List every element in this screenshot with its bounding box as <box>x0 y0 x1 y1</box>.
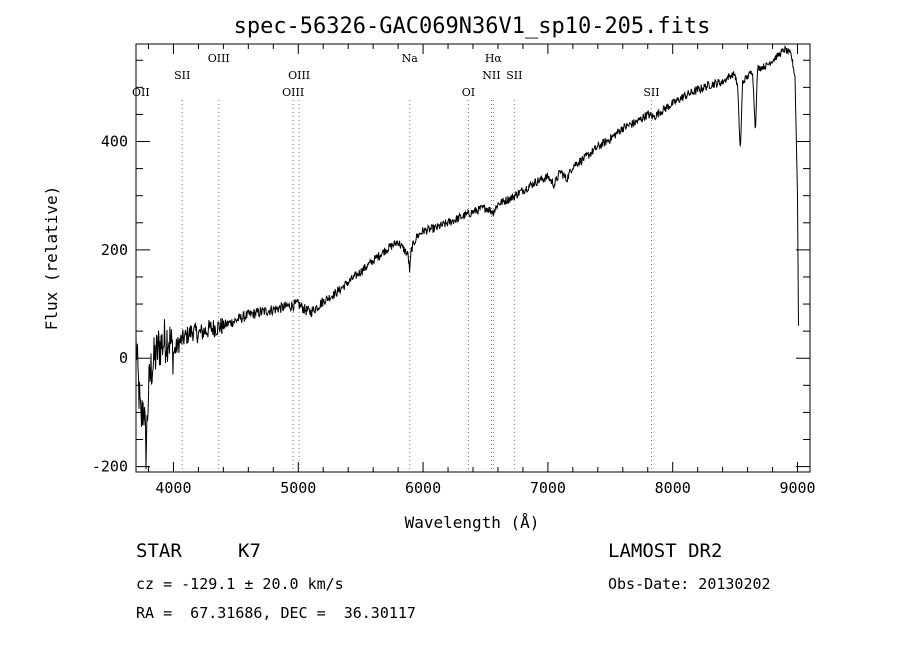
emission-line-label: OI <box>462 86 475 99</box>
emission-line-guides <box>181 100 652 472</box>
major-ticks <box>136 44 810 472</box>
y-tick-label: -200 <box>92 458 128 476</box>
survey-name: LAMOST DR2 <box>608 540 722 562</box>
chart-title: spec-56326-GAC069N36V1_sp10-205.fits <box>234 14 711 39</box>
object-subclass-text: K7 <box>238 540 261 562</box>
emission-line-label: Na <box>402 52 419 65</box>
x-tick-label: 4000 <box>155 479 191 497</box>
object-class: STAR <box>136 540 182 562</box>
object-class-text: STAR <box>136 540 182 562</box>
x-tick-labels: 4000 5000 6000 7000 8000 9000 <box>155 479 815 497</box>
x-tick-label: 9000 <box>779 479 815 497</box>
coordinates-text: RA = 67.31686, DEC = 36.30117 <box>136 604 416 622</box>
obs-date-readout: Obs-Date: 20130202 <box>608 575 771 593</box>
obs-date-text: Obs-Date: 20130202 <box>608 575 771 593</box>
plot-frame <box>135 43 811 473</box>
x-tick-label: 8000 <box>655 479 691 497</box>
y-tick-label: 200 <box>101 241 128 259</box>
minor-ticks <box>136 44 810 472</box>
emission-line-label: NII <box>482 69 500 82</box>
redshift-readout: cz = -129.1 ± 20.0 km/s <box>136 575 344 593</box>
spectrum-line <box>135 44 799 470</box>
emission-line-label: SII <box>506 69 522 82</box>
emission-line-labels: OII SII OIII OIII OIII Na OI Hα NII SII SII <box>132 52 660 99</box>
x-tick-label: 6000 <box>405 479 441 497</box>
y-tick-label: 400 <box>101 133 128 151</box>
emission-line-label: SII <box>643 86 659 99</box>
emission-line-label: SII <box>174 69 190 82</box>
y-tick-label: 0 <box>119 349 128 367</box>
emission-line-label: OIII <box>288 69 310 82</box>
y-tick-labels: -200 0 200 400 <box>92 133 128 476</box>
x-tick-label: 5000 <box>280 479 316 497</box>
emission-line-label: Hα <box>485 52 503 65</box>
x-tick-label: 7000 <box>530 479 566 497</box>
emission-line-label: OIII <box>282 86 304 99</box>
object-subclass: K7 <box>238 540 261 562</box>
emission-line-label: OIII <box>208 52 230 65</box>
y-axis-label: Flux (relative) <box>42 186 61 331</box>
survey-name-text: LAMOST DR2 <box>608 540 723 562</box>
emission-line-label: OII <box>132 86 150 99</box>
x-axis-label: Wavelength (Å) <box>405 513 540 532</box>
redshift-text: cz = -129.1 ± 20.0 km/s <box>136 575 344 593</box>
coordinates-readout: RA = 67.31686, DEC = 36.30117 <box>136 604 416 622</box>
